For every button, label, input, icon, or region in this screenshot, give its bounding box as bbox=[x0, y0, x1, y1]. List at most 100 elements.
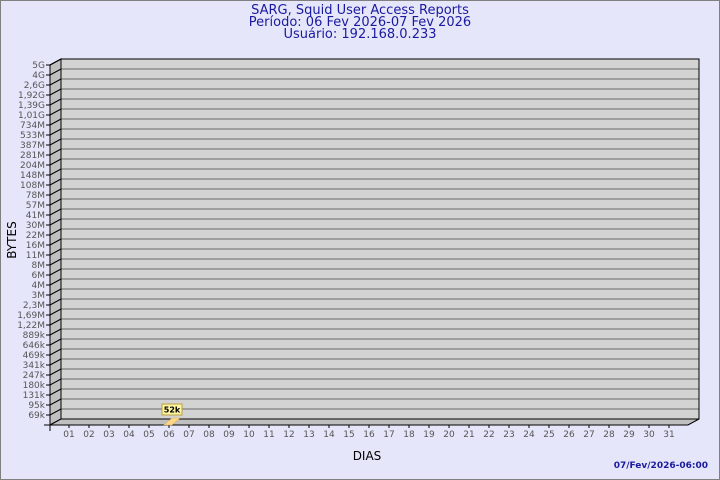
x-tick-label: 19 bbox=[423, 430, 435, 440]
x-tick-label: 24 bbox=[523, 430, 535, 440]
y-tick-label: 2,3M bbox=[23, 301, 45, 311]
y-tick-label: 734M bbox=[20, 121, 45, 131]
grid-diagonal bbox=[49, 88, 62, 96]
x-tick-label: 15 bbox=[343, 430, 354, 440]
y-tick-label: 1,22M bbox=[17, 321, 45, 331]
grid-diagonal bbox=[49, 178, 62, 186]
y-tick-label: 30M bbox=[26, 221, 45, 231]
grid-diagonal bbox=[49, 238, 62, 246]
x-tick-label: 29 bbox=[623, 430, 635, 440]
y-tick-label: 469k bbox=[23, 351, 46, 361]
grid-diagonal bbox=[49, 388, 62, 396]
grid-diagonal bbox=[49, 318, 62, 326]
y-tick-label: 341k bbox=[23, 361, 46, 371]
grid-diagonal bbox=[49, 138, 62, 146]
x-tick-label: 06 bbox=[163, 430, 175, 440]
grid-diagonal bbox=[49, 198, 62, 206]
grid-diagonal bbox=[49, 398, 62, 406]
x-tick-label: 26 bbox=[563, 430, 575, 440]
y-tick-label: 387M bbox=[20, 141, 45, 151]
x-tick-label: 27 bbox=[583, 430, 594, 440]
grid-diagonal bbox=[49, 248, 62, 256]
grid-diagonal bbox=[49, 308, 62, 316]
grid-diagonal bbox=[49, 168, 62, 176]
y-tick-label: 131k bbox=[23, 391, 46, 401]
y-tick-label: 57M bbox=[26, 201, 45, 211]
floor bbox=[49, 418, 700, 426]
x-tick-label: 12 bbox=[283, 430, 294, 440]
x-tick-label: 09 bbox=[223, 430, 235, 440]
grid-diagonal bbox=[49, 278, 62, 286]
grid-diagonal bbox=[49, 348, 62, 356]
grid-diagonal bbox=[49, 188, 62, 196]
report-timestamp: 07/Fev/2026-06:00 bbox=[613, 461, 708, 471]
grid-diagonal bbox=[49, 58, 62, 66]
x-tick-label: 18 bbox=[403, 430, 415, 440]
grid-diagonal bbox=[49, 378, 62, 386]
y-tick-label: 11M bbox=[26, 251, 45, 261]
grid-diagonal bbox=[49, 268, 62, 276]
y-tick-label: 1,92G bbox=[18, 91, 45, 101]
chart-period: Período: 06 Fev 2026-07 Fev 2026 bbox=[248, 15, 472, 30]
x-tick-label: 20 bbox=[443, 430, 455, 440]
grid-diagonal bbox=[49, 358, 62, 366]
y-tick-label: 4G bbox=[32, 71, 45, 81]
y-tick-label: 281M bbox=[20, 151, 45, 161]
y-tick-label: 247k bbox=[23, 371, 46, 381]
y-tick-label: 3M bbox=[32, 291, 46, 301]
y-tick-label: 646k bbox=[23, 341, 46, 351]
y-tick-label: 2,6G bbox=[24, 81, 45, 91]
y-tick-label: 1,39G bbox=[18, 101, 45, 111]
x-tick-label: 05 bbox=[143, 430, 154, 440]
y-tick-label: 889k bbox=[23, 331, 46, 341]
grid-diagonal bbox=[49, 108, 62, 116]
x-tick-label: 07 bbox=[183, 430, 194, 440]
chart-title: SARG, Squid User Access Reports bbox=[251, 3, 469, 18]
x-tick-label: 30 bbox=[643, 430, 655, 440]
x-tick-label: 13 bbox=[303, 430, 314, 440]
bar-06 bbox=[163, 417, 181, 426]
y-tick-label: 78M bbox=[26, 191, 45, 201]
grid-diagonal bbox=[49, 298, 62, 306]
y-tick-label: 4M bbox=[32, 281, 46, 291]
grid-diagonal bbox=[49, 408, 62, 416]
y-tick-label: 41M bbox=[26, 211, 45, 221]
y-tick-label: 5G bbox=[32, 61, 45, 71]
chart-user: Usuário: 192.168.0.233 bbox=[283, 27, 437, 42]
y-tick-label: 69k bbox=[28, 411, 45, 421]
grid-diagonal bbox=[49, 148, 62, 156]
grid-diagonal bbox=[49, 368, 62, 376]
x-axis-title: DIAS bbox=[353, 449, 382, 463]
y-tick-label: 148M bbox=[20, 171, 45, 181]
grid-diagonal bbox=[49, 78, 62, 86]
y-tick-label: 1,01G bbox=[18, 111, 45, 121]
y-tick-label: 533M bbox=[20, 131, 45, 141]
grid-diagonal bbox=[49, 128, 62, 136]
x-tick-label: 01 bbox=[63, 430, 74, 440]
x-tick-label: 08 bbox=[203, 430, 215, 440]
grid-diagonal bbox=[49, 68, 62, 76]
y-axis-title: BYTES bbox=[5, 221, 19, 258]
x-tick-label: 10 bbox=[243, 430, 255, 440]
x-tick-label: 02 bbox=[83, 430, 94, 440]
x-tick-label: 28 bbox=[603, 430, 615, 440]
y-tick-label: 1,69M bbox=[17, 311, 45, 321]
x-tick-label: 14 bbox=[323, 430, 335, 440]
grid-diagonal bbox=[49, 228, 62, 236]
x-tick-label: 11 bbox=[263, 430, 274, 440]
x-tick-label: 16 bbox=[363, 430, 375, 440]
y-tick-label: 204M bbox=[20, 161, 45, 171]
data-label: 52k bbox=[164, 406, 181, 415]
y-tick-label: 180k bbox=[23, 381, 46, 391]
y-tick-label: 22M bbox=[26, 231, 45, 241]
x-tick-label: 31 bbox=[663, 430, 674, 440]
grid-diagonal bbox=[49, 258, 62, 266]
x-tick-label: 03 bbox=[103, 430, 114, 440]
x-tick-label: 21 bbox=[463, 430, 474, 440]
grid-diagonal bbox=[49, 158, 62, 166]
x-tick-label: 23 bbox=[503, 430, 514, 440]
x-tick-label: 17 bbox=[383, 430, 394, 440]
y-tick-label: 16M bbox=[26, 241, 45, 251]
grid-diagonal bbox=[49, 98, 62, 106]
